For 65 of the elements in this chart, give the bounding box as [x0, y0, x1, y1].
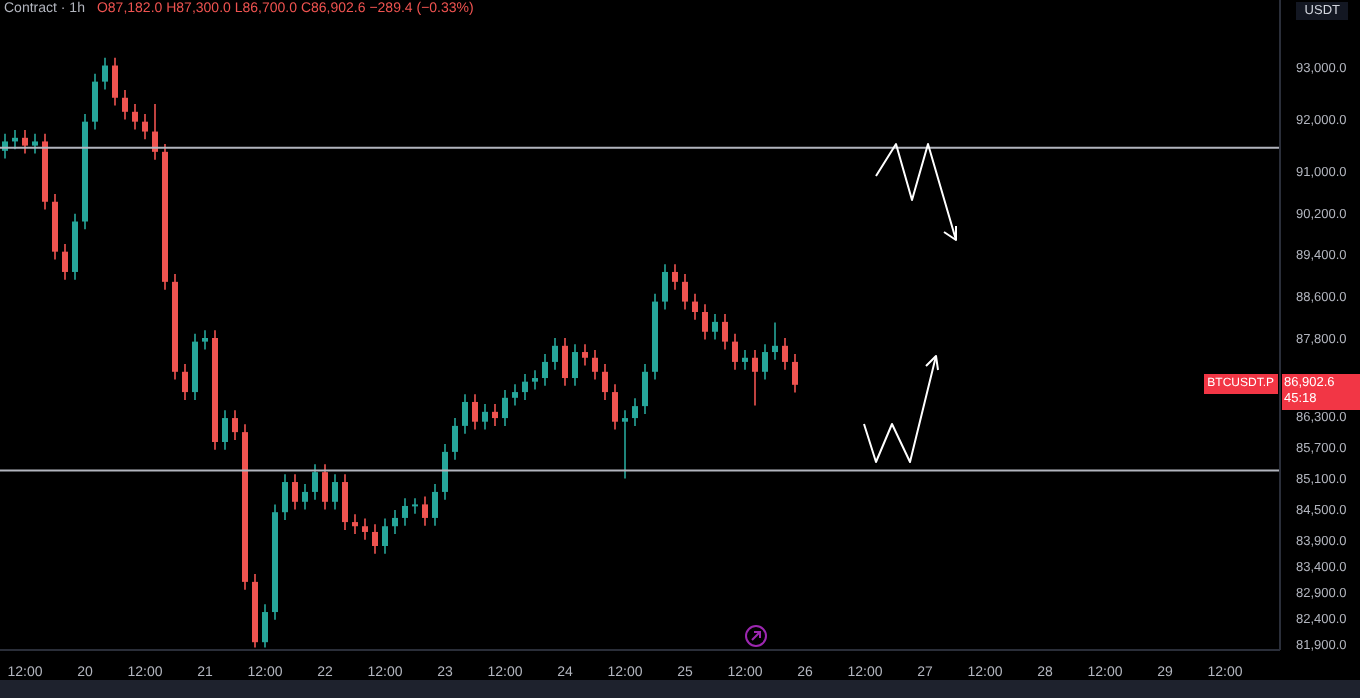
candlestick [302, 483, 308, 511]
candlestick [512, 383, 518, 407]
candlestick [122, 89, 128, 121]
candlestick [182, 363, 188, 401]
candlestick [582, 343, 588, 367]
candlestick [312, 463, 318, 501]
candlestick [372, 523, 378, 555]
candlestick [392, 509, 398, 535]
candlestick [602, 363, 608, 401]
candlestick [492, 403, 498, 427]
candlestick [232, 409, 238, 441]
candlestick [622, 409, 628, 480]
candlestick [322, 463, 328, 511]
candlestick [282, 473, 288, 521]
candlestick [662, 263, 668, 311]
candlestick [572, 343, 578, 387]
candlestick [102, 56, 108, 91]
candlestick [432, 483, 438, 527]
candlestick [352, 513, 358, 535]
candlestick [442, 443, 448, 501]
candlestick [692, 293, 698, 321]
candlestick [112, 56, 118, 107]
candlestick [502, 389, 508, 427]
candlestick [682, 273, 688, 311]
candlestick [772, 321, 778, 361]
candlestick [402, 497, 408, 527]
candlestick [752, 349, 758, 407]
candlestick [612, 383, 618, 431]
candlestick [22, 129, 28, 155]
candlestick [62, 243, 68, 281]
candlestick [702, 303, 708, 341]
candlestick [642, 363, 648, 415]
candlestick [132, 103, 138, 131]
candlestick [262, 603, 268, 649]
candlestick [742, 349, 748, 371]
candlestick [292, 473, 298, 511]
candlestick [342, 473, 348, 531]
candlestick [332, 473, 338, 511]
candlestick [672, 263, 678, 291]
candlestick [462, 393, 468, 435]
candlestick [532, 369, 538, 391]
candlestick [542, 353, 548, 387]
candlestick [202, 329, 208, 351]
candlestick [732, 333, 738, 371]
candlestick [762, 343, 768, 381]
candlestick [382, 517, 388, 555]
candlestick [722, 313, 728, 351]
candlestick [522, 373, 528, 401]
candlestick [632, 397, 638, 427]
candlestick [592, 349, 598, 381]
candlestick [142, 113, 148, 141]
candlestick [482, 403, 488, 431]
candlestick [92, 73, 98, 131]
candlestick [712, 313, 718, 341]
candlestick [422, 495, 428, 527]
candlestick [362, 517, 368, 541]
candlestick [782, 337, 788, 371]
candlestick [32, 132, 38, 155]
candlestick [452, 417, 458, 461]
candlestick [792, 353, 798, 394]
candlestick [562, 337, 568, 387]
candlestick [222, 409, 228, 451]
candlestick [472, 393, 478, 431]
candlestick [552, 337, 558, 371]
candlestick [412, 497, 418, 515]
